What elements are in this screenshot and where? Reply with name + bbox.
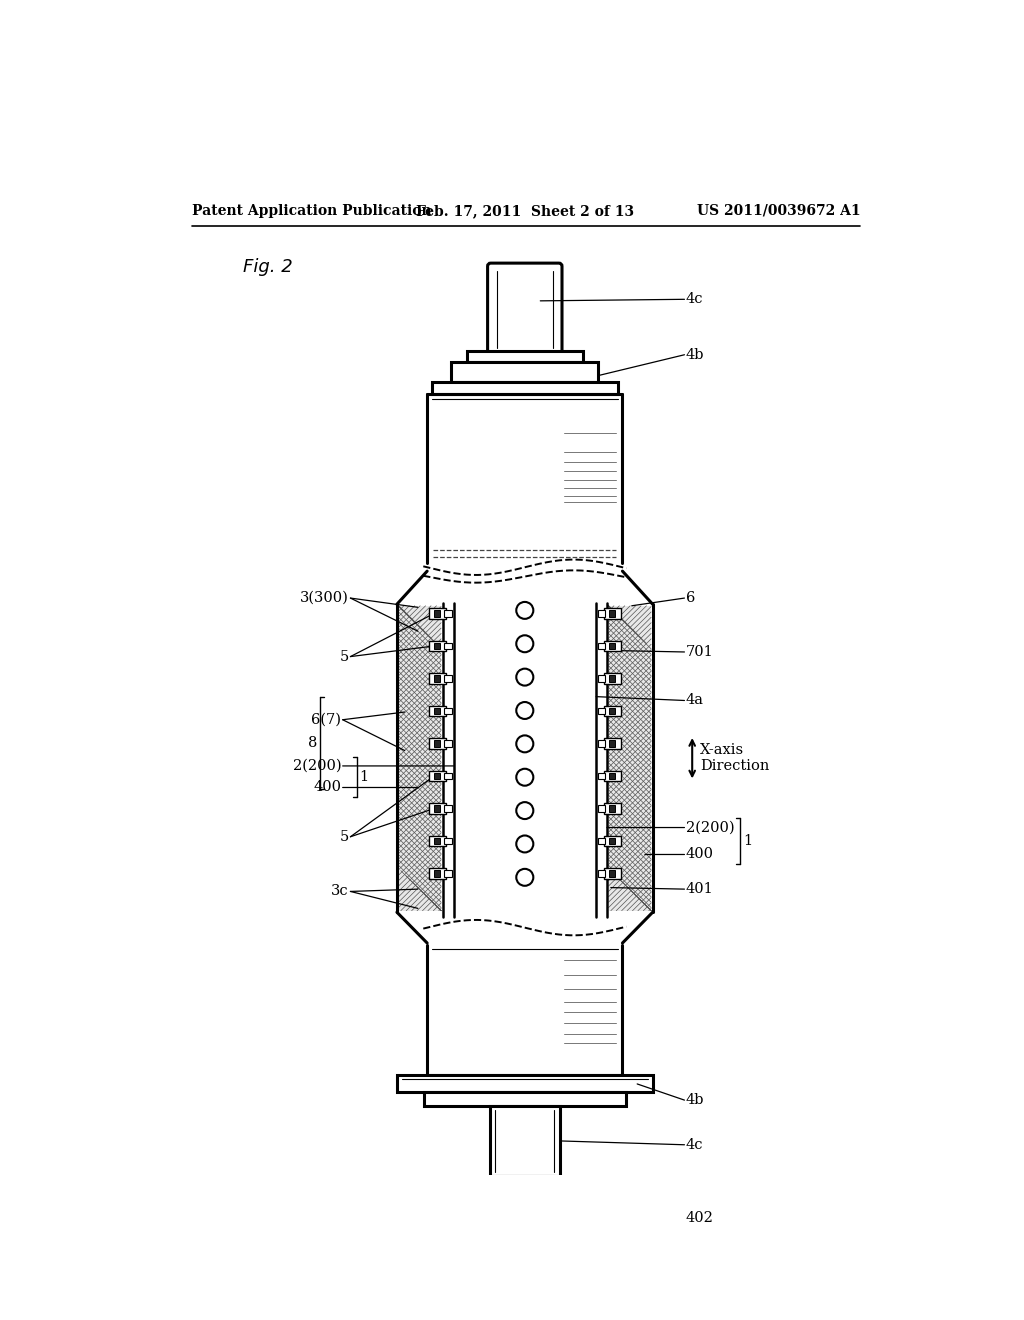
Text: 3c: 3c — [331, 884, 349, 899]
Bar — [609, 643, 615, 649]
Bar — [434, 805, 440, 812]
Bar — [604, 640, 621, 651]
Bar — [604, 771, 621, 781]
Bar — [608, 606, 651, 911]
Bar — [444, 774, 452, 779]
Bar — [429, 609, 445, 619]
Bar — [609, 741, 615, 747]
Bar — [604, 869, 621, 879]
Bar — [598, 774, 605, 779]
Bar — [604, 706, 621, 717]
Text: 5: 5 — [340, 649, 349, 664]
Bar — [429, 640, 445, 651]
Bar — [598, 805, 605, 812]
Bar — [434, 676, 440, 681]
Text: 2(200): 2(200) — [686, 821, 734, 834]
Bar — [444, 643, 452, 649]
Text: 4b: 4b — [686, 347, 705, 362]
Circle shape — [516, 702, 534, 719]
Text: 8: 8 — [308, 735, 317, 750]
Text: 402: 402 — [686, 1210, 714, 1225]
Bar — [604, 673, 621, 684]
Bar — [434, 741, 440, 747]
Bar — [609, 676, 615, 681]
Bar — [609, 870, 615, 876]
Bar — [429, 869, 445, 879]
Bar — [434, 870, 440, 876]
Bar — [434, 610, 440, 616]
Bar — [604, 836, 621, 846]
Bar — [598, 643, 605, 649]
Text: 400: 400 — [686, 847, 714, 862]
Bar — [598, 676, 605, 681]
Bar — [429, 673, 445, 684]
Text: US 2011/0039672 A1: US 2011/0039672 A1 — [696, 203, 860, 218]
Circle shape — [516, 602, 534, 619]
Text: 1: 1 — [359, 770, 369, 784]
Bar — [434, 774, 440, 779]
Text: 4c: 4c — [686, 292, 703, 306]
FancyBboxPatch shape — [487, 263, 562, 354]
Bar — [609, 805, 615, 812]
Bar — [434, 838, 440, 843]
Bar — [424, 1093, 626, 1106]
Bar — [444, 838, 452, 843]
Text: 4a: 4a — [686, 693, 705, 708]
Bar — [429, 738, 445, 748]
Bar — [444, 676, 452, 681]
Text: Patent Application Publication: Patent Application Publication — [191, 203, 431, 218]
Circle shape — [516, 768, 534, 785]
Bar — [398, 606, 441, 911]
Bar — [609, 708, 615, 714]
Bar — [497, 1176, 553, 1237]
Bar — [598, 741, 605, 747]
Bar — [429, 706, 445, 717]
Bar — [444, 741, 452, 747]
Bar — [429, 771, 445, 781]
Text: X-axis
Direction: X-axis Direction — [700, 743, 769, 774]
Circle shape — [516, 735, 534, 752]
Circle shape — [516, 669, 534, 685]
Text: 701: 701 — [686, 645, 714, 659]
Bar — [604, 609, 621, 619]
Bar — [434, 643, 440, 649]
Circle shape — [516, 803, 534, 818]
Text: 400: 400 — [313, 780, 341, 795]
Bar — [429, 836, 445, 846]
Bar — [397, 1076, 652, 1093]
Bar — [432, 381, 617, 395]
Bar — [452, 362, 598, 381]
Bar — [444, 870, 452, 876]
Bar — [489, 1106, 560, 1176]
Bar — [598, 708, 605, 714]
Text: Feb. 17, 2011  Sheet 2 of 13: Feb. 17, 2011 Sheet 2 of 13 — [416, 203, 634, 218]
Text: 3(300): 3(300) — [300, 591, 349, 605]
Circle shape — [516, 635, 534, 652]
Bar — [609, 610, 615, 616]
Text: 5: 5 — [340, 830, 349, 843]
Bar — [604, 738, 621, 748]
Circle shape — [516, 869, 534, 886]
Bar — [444, 610, 452, 616]
Text: 401: 401 — [686, 882, 714, 896]
Bar — [609, 774, 615, 779]
Bar — [598, 870, 605, 876]
Text: 1: 1 — [743, 834, 753, 847]
Bar — [598, 838, 605, 843]
Text: 6: 6 — [686, 591, 695, 605]
Bar — [467, 351, 583, 362]
Bar — [609, 838, 615, 843]
Bar — [429, 803, 445, 814]
Bar — [604, 803, 621, 814]
Text: 6(7): 6(7) — [311, 713, 341, 727]
Text: 2(200): 2(200) — [293, 759, 341, 774]
Bar — [444, 805, 452, 812]
Circle shape — [516, 836, 534, 853]
Text: 4b: 4b — [686, 1093, 705, 1107]
Bar — [434, 708, 440, 714]
Bar — [598, 610, 605, 616]
Bar — [444, 708, 452, 714]
Text: 4c: 4c — [686, 1138, 703, 1152]
Text: Fig. 2: Fig. 2 — [243, 259, 293, 276]
